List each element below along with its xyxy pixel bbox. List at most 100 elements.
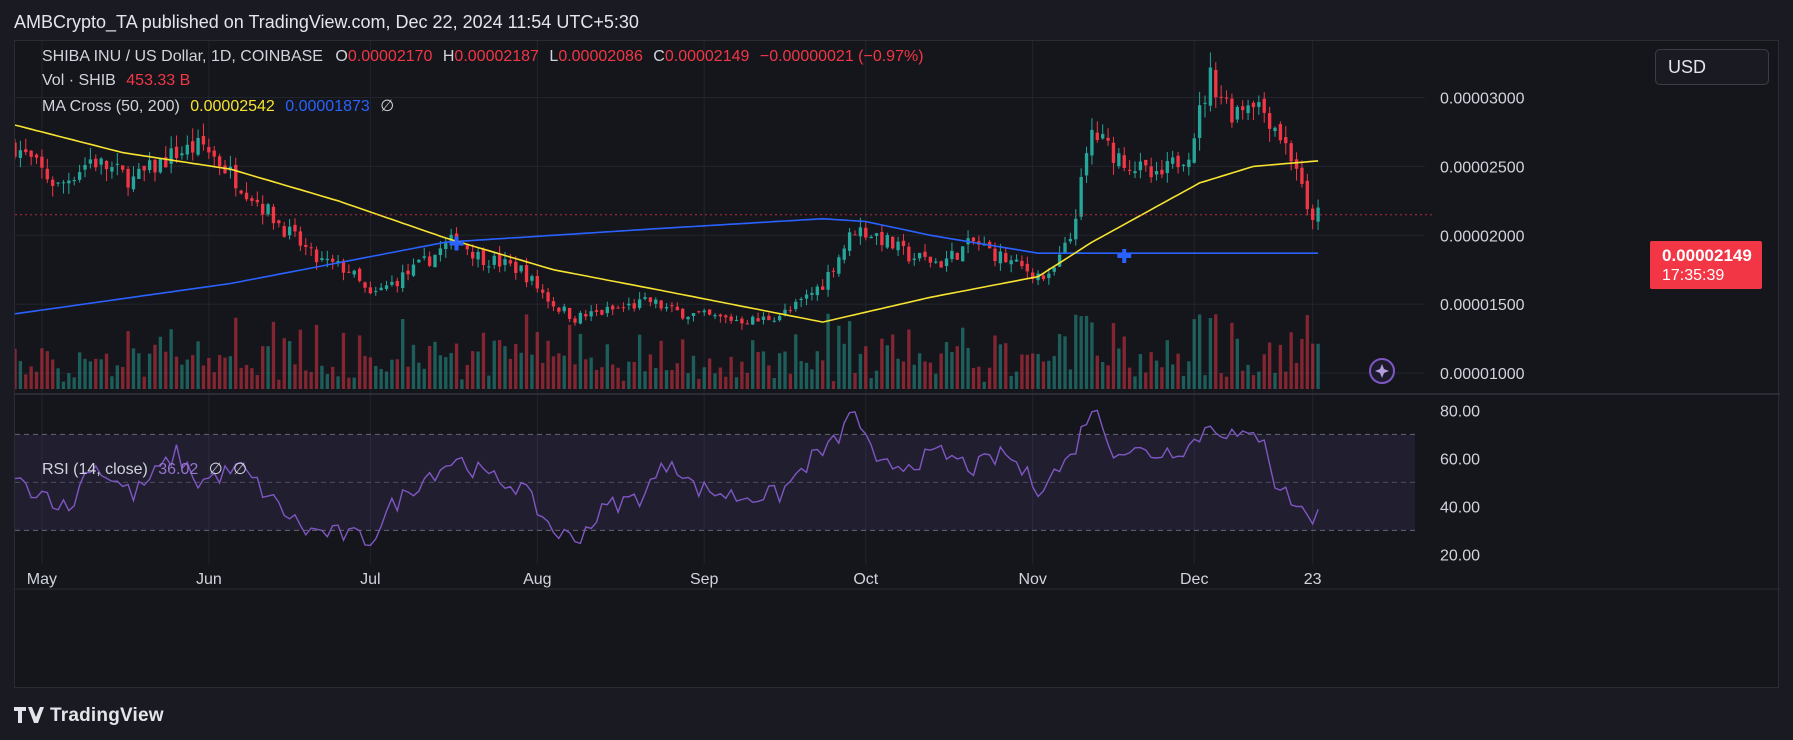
candle-body bbox=[191, 141, 195, 153]
candle-body bbox=[707, 309, 712, 315]
volume-bar bbox=[1273, 372, 1277, 389]
volume-label[interactable]: Vol · SHIB bbox=[42, 72, 116, 89]
volume-bar bbox=[1289, 332, 1293, 389]
volume-bar bbox=[368, 357, 373, 389]
candle-body bbox=[449, 234, 453, 243]
candle-body bbox=[427, 256, 432, 266]
x-tick-label: Aug bbox=[523, 571, 551, 588]
candle-body bbox=[142, 165, 146, 171]
candle-body bbox=[578, 312, 583, 324]
candle-body bbox=[1316, 207, 1320, 222]
rsi-empty-1: ∅ bbox=[208, 461, 223, 478]
volume-bar bbox=[546, 340, 550, 389]
volume-bar bbox=[336, 376, 340, 389]
candle-body bbox=[1176, 155, 1180, 168]
last-price: 0.00002149 bbox=[1662, 246, 1752, 265]
candle-body bbox=[734, 319, 739, 321]
candle-body bbox=[643, 297, 647, 300]
volume-bar bbox=[379, 368, 383, 389]
volume-bar bbox=[944, 342, 949, 389]
volume-bar bbox=[578, 333, 583, 389]
ma-label[interactable]: MA Cross (50, 200) bbox=[42, 98, 180, 115]
volume-bar bbox=[503, 346, 507, 389]
volume-bar bbox=[627, 361, 631, 389]
volume-bar bbox=[357, 335, 362, 389]
volume-bar bbox=[729, 356, 733, 389]
candle-body bbox=[831, 270, 836, 272]
volume-bar bbox=[212, 372, 216, 389]
candle-body bbox=[223, 165, 227, 174]
volume-bar bbox=[1133, 376, 1137, 389]
rsi-empty-2: ∅ bbox=[233, 461, 248, 478]
volume-bar bbox=[891, 334, 895, 389]
candle-body bbox=[767, 315, 771, 321]
volume-bar bbox=[853, 372, 857, 389]
candle-body bbox=[681, 308, 685, 319]
candle-body bbox=[998, 251, 1003, 264]
tradingview-logo[interactable]: TradingView bbox=[14, 703, 164, 729]
volume-bar bbox=[670, 370, 674, 389]
candle-body bbox=[395, 281, 399, 287]
candle-body bbox=[826, 271, 830, 290]
volume-bar bbox=[1090, 322, 1094, 389]
candle-body bbox=[24, 149, 28, 153]
candle-body bbox=[944, 258, 949, 267]
volume-bar bbox=[77, 352, 82, 389]
volume-bar bbox=[654, 368, 658, 389]
candle-body bbox=[885, 235, 889, 248]
candle-body bbox=[1068, 238, 1073, 242]
chart-panel[interactable]: May Jun Jul Aug Sep Oct Nov Dec 23 0.00003000 0.00… bbox=[14, 40, 1780, 689]
candle-body bbox=[772, 320, 776, 322]
volume-bar bbox=[767, 365, 771, 389]
volume-bar bbox=[1106, 365, 1110, 389]
candle-body bbox=[1294, 159, 1299, 169]
volume-bar bbox=[158, 336, 163, 389]
candle-body bbox=[234, 164, 238, 189]
candle-body bbox=[1025, 263, 1029, 272]
rsi-tick-label: 20.00 bbox=[1440, 547, 1480, 564]
rsi-label[interactable]: RSI (14, close) bbox=[42, 461, 148, 478]
volume-bar bbox=[1165, 340, 1169, 389]
candle-body bbox=[15, 142, 17, 157]
candle-body bbox=[497, 253, 502, 267]
volume-bar bbox=[1117, 348, 1121, 389]
candle-body bbox=[1224, 97, 1229, 99]
candle-body bbox=[250, 198, 254, 201]
volume-bar bbox=[907, 329, 911, 389]
candle-body bbox=[287, 226, 292, 236]
volume-bar bbox=[551, 356, 556, 389]
rsi-line bbox=[15, 409, 1319, 547]
volume-bar bbox=[707, 358, 712, 389]
volume-bar bbox=[939, 353, 943, 389]
volume-bar bbox=[331, 366, 335, 389]
candle-body bbox=[137, 168, 141, 180]
candle-body bbox=[1257, 102, 1261, 107]
candle-body bbox=[621, 307, 626, 309]
volume-bar bbox=[799, 361, 803, 389]
volume-bar bbox=[734, 377, 739, 389]
volume-bar bbox=[794, 334, 798, 389]
volume-bar bbox=[1057, 334, 1062, 389]
volume-bar bbox=[567, 324, 572, 389]
candle-body bbox=[869, 236, 873, 239]
candle-body bbox=[777, 315, 782, 321]
candle-body bbox=[147, 160, 152, 171]
high-value: 0.00002187 bbox=[454, 48, 539, 65]
volume-bar bbox=[519, 352, 523, 389]
price-chart[interactable]: May Jun Jul Aug Sep Oct Nov Dec 23 0.00003000 0.00… bbox=[15, 41, 1780, 689]
volume-bar bbox=[61, 381, 66, 389]
candle-body bbox=[1004, 253, 1008, 263]
price-tick-label: 0.00002500 bbox=[1440, 159, 1525, 176]
currency-selector[interactable]: USD bbox=[1655, 49, 1769, 85]
candle-body bbox=[433, 254, 437, 268]
volume-bar bbox=[1294, 362, 1299, 389]
volume-bar bbox=[164, 351, 168, 389]
volume-bar bbox=[395, 359, 399, 389]
volume-bar bbox=[180, 364, 184, 389]
symbol-name[interactable]: SHIBA INU / US Dollar, 1D, COINBASE bbox=[42, 48, 323, 65]
volume-bar bbox=[632, 361, 636, 389]
candle-body bbox=[476, 251, 480, 260]
candle-body bbox=[1251, 102, 1256, 108]
volume-bar bbox=[492, 340, 496, 389]
ma-cross-marker bbox=[1117, 248, 1132, 263]
